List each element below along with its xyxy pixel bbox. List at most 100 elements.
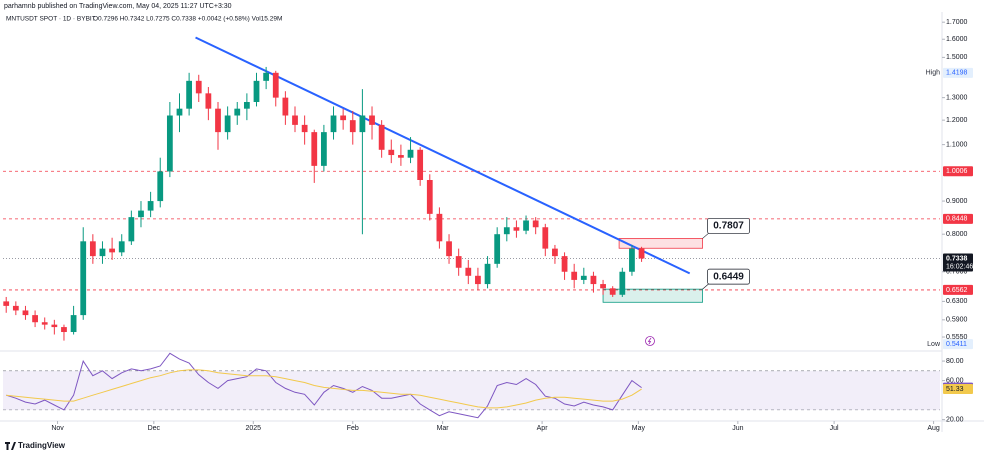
candle-body: [166, 115, 173, 172]
x-tick-label: Jun: [732, 425, 743, 432]
candle-body: [503, 227, 510, 235]
candle-body: [311, 132, 318, 166]
x-tick-label: May: [632, 425, 646, 432]
candle-body: [484, 263, 491, 285]
callout-label: 0.7807: [713, 221, 744, 232]
high-value-bg: [943, 67, 973, 78]
level-label-bg: [943, 166, 973, 177]
candle-body: [12, 305, 19, 311]
low-value-bg: [943, 339, 973, 350]
y-tick-label: 80.00: [946, 358, 964, 365]
candle-body: [359, 115, 366, 133]
y-tick-label: 20.00: [946, 416, 964, 423]
candle-body: [282, 97, 289, 116]
candle-body: [523, 220, 529, 231]
candle-body: [638, 248, 645, 259]
y-tick-label: 1.3000: [946, 94, 968, 101]
x-tick-label: Nov: [51, 425, 64, 432]
candle-body: [51, 324, 58, 328]
candle-body: [301, 124, 308, 133]
level-label: 0.6562: [946, 287, 968, 294]
candle-body: [118, 241, 125, 253]
candle-body: [417, 149, 424, 180]
y-tick-label: 0.9000: [946, 198, 968, 205]
zone: [602, 288, 703, 303]
y-tick-label: 1.5000: [946, 54, 968, 61]
x-tick-label: Dec: [148, 425, 161, 432]
candle-body: [215, 108, 221, 133]
current-price-label: 0.7338: [946, 255, 968, 262]
candle-body: [580, 275, 587, 280]
candle-body: [41, 322, 48, 325]
y-tick-label: 0.7000: [946, 269, 968, 276]
candle-body: [195, 80, 202, 94]
high-label: High: [926, 70, 941, 77]
candle-body: [61, 327, 67, 333]
last-value-label: 51.33: [946, 386, 964, 393]
candle-body: [407, 149, 414, 158]
level-label: 0.8448: [946, 216, 968, 223]
x-tick-label: Mar: [437, 425, 450, 432]
symbol: MNTUSDT SPOT · 1D · BYBIT: [6, 16, 96, 23]
candle-body: [176, 108, 183, 116]
candle-body: [542, 227, 549, 249]
candle-body: [600, 284, 606, 289]
candle-body: [272, 72, 279, 98]
candle-body: [465, 267, 472, 276]
candle-body: [436, 213, 443, 242]
candle-body: [455, 256, 462, 268]
ohlc-text: O0.7296 H0.7342 L0.7275 C0.7338 +0.0042 …: [93, 16, 282, 23]
candle-body: [619, 271, 626, 295]
high-value: 1.4198: [946, 70, 968, 77]
publisher: parhamnb published on TradingView.com, M…: [4, 3, 232, 10]
candle-body: [330, 115, 337, 133]
candle-body: [629, 248, 635, 272]
y-tick-label: 0.8000: [946, 231, 968, 238]
candle-body: [32, 315, 38, 323]
candle-body: [532, 220, 539, 228]
zone: [618, 238, 703, 249]
rsi-line: [6, 369, 642, 409]
y-tick-label: 0.6300: [946, 298, 968, 305]
lightning-icon[interactable]: [645, 336, 655, 346]
candle-body: [70, 315, 77, 333]
y-tick-label: 1.1000: [946, 141, 968, 148]
candle-body: [224, 115, 231, 133]
y-tick-label: 0.5900: [946, 317, 968, 324]
x-tick-label: Aug: [927, 425, 940, 432]
y-tick-label: 60.00: [946, 377, 964, 384]
rsi-band: [3, 370, 940, 410]
x-tick-label: 2025: [246, 425, 262, 432]
candle-body: [109, 248, 115, 253]
candle-body: [561, 256, 568, 272]
candle-body: [138, 210, 144, 218]
candle-body: [22, 310, 29, 316]
y-tick-label: 1.6000: [946, 36, 968, 43]
rsi-line: [6, 352, 642, 419]
candle-body: [426, 179, 433, 214]
callout-box: [707, 268, 750, 285]
current-price-bg: [943, 253, 973, 272]
brand-logo: TradingView: [5, 441, 66, 450]
candle-body: [186, 80, 193, 109]
x-tick-label: Jul: [830, 425, 839, 432]
candle-body: [321, 132, 327, 166]
candle-body: [128, 217, 135, 242]
candle-body: [571, 271, 578, 280]
candle-body: [378, 124, 385, 150]
candle-body: [398, 155, 404, 158]
candle-body: [369, 115, 375, 125]
candle-body: [475, 275, 481, 285]
level-label-bg: [943, 213, 973, 224]
callout-box: [707, 218, 750, 234]
candle-body: [609, 288, 616, 295]
countdown: 16:02:46: [946, 263, 973, 270]
candle-body: [253, 80, 260, 103]
candle-body: [590, 275, 597, 285]
level-label: 1.0006: [946, 168, 968, 175]
candle-body: [99, 248, 106, 257]
candle-body: [234, 108, 241, 116]
candle-body: [513, 227, 520, 231]
